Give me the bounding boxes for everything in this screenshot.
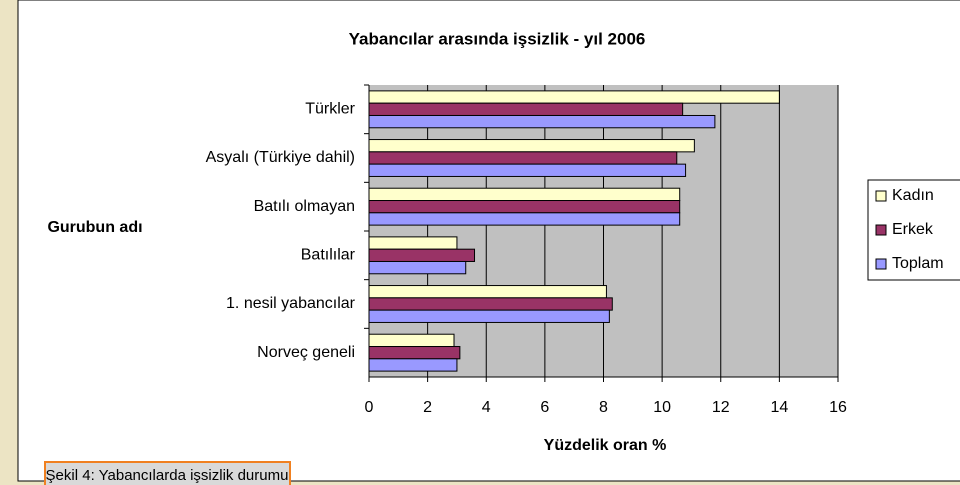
bar: [368, 297, 613, 311]
bar: [368, 90, 780, 104]
legend-label: Erkek: [892, 221, 934, 238]
legend-swatch: [875, 190, 887, 202]
y-tick-label: 1. nesil yabancılar: [226, 295, 356, 312]
y-tick-label: Norveç geneli: [257, 344, 355, 361]
bar: [368, 114, 716, 129]
bar: [368, 260, 467, 275]
legend-swatch: [875, 224, 887, 236]
bar: [368, 236, 458, 250]
caption-box: [44, 461, 291, 485]
x-tick-label: 16: [829, 399, 847, 416]
bar: [368, 200, 681, 214]
legend-label: Kadın: [892, 187, 934, 204]
y-tick-label: Asyalı (Türkiye dahil): [206, 149, 355, 166]
bar: [368, 285, 607, 299]
x-tick-label: 14: [770, 399, 788, 416]
y-tick-label: Batılı olmayan: [254, 198, 355, 215]
y-tick-label: Türkler: [305, 101, 355, 118]
caption: Şekil 4: Yabancılarda işsizlik durumu: [46, 467, 289, 484]
x-tick-label: 6: [540, 399, 549, 416]
x-tick-label: 2: [423, 399, 432, 416]
bar: [368, 151, 678, 165]
x-tick-label: 4: [482, 399, 491, 416]
bar: [368, 187, 681, 202]
y-tick-label: Batılılar: [301, 247, 356, 264]
x-tick-label: 8: [599, 399, 608, 416]
y-axis-label: Gurubun adı: [47, 219, 142, 236]
bar: [368, 333, 455, 348]
bar: [368, 358, 458, 372]
x-tick-label: 0: [365, 399, 374, 416]
x-tick-label: 12: [712, 399, 730, 416]
legend-label: Toplam: [892, 255, 944, 272]
x-axis-label: Yüzdelik oran %: [544, 437, 667, 454]
bar: [368, 139, 695, 153]
x-tick-label: 10: [653, 399, 671, 416]
legend-swatch: [875, 258, 887, 270]
bar: [368, 163, 687, 177]
bar: [368, 346, 461, 360]
bar: [368, 212, 681, 226]
bar: [368, 309, 610, 323]
bar: [368, 248, 476, 262]
bar: [368, 102, 684, 116]
chart-title: Yabancılar arasında işsizlik - yıl 2006: [349, 29, 646, 48]
